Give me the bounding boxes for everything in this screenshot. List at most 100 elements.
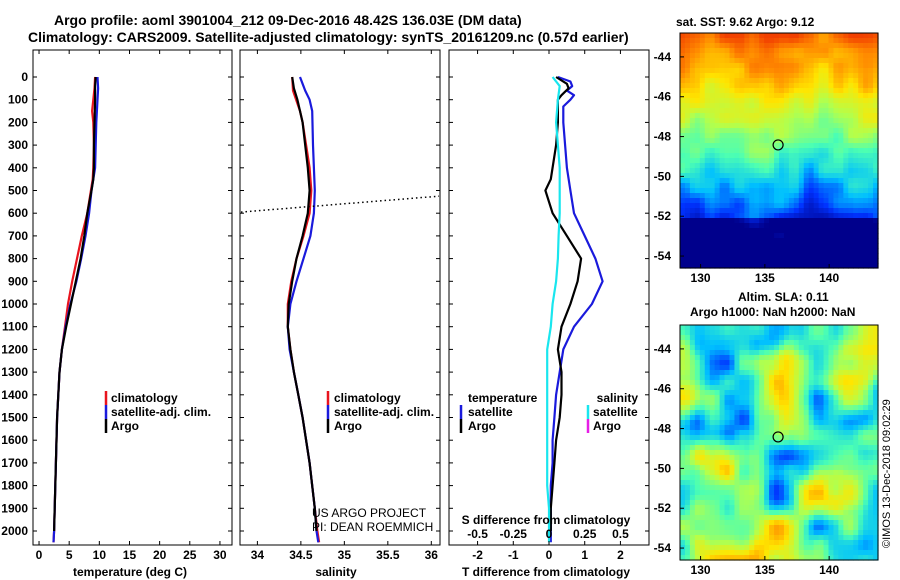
sst-pixel bbox=[734, 218, 740, 224]
sla-pixel bbox=[709, 350, 716, 356]
sla-pixel bbox=[803, 330, 810, 336]
sst-pixel bbox=[818, 63, 825, 69]
sla-pixel bbox=[759, 465, 765, 471]
sst-pixel bbox=[813, 183, 820, 189]
sst-pixel bbox=[739, 78, 745, 84]
sla-pixel bbox=[868, 470, 874, 476]
sst-pixel bbox=[684, 63, 691, 69]
sst-pixel bbox=[699, 208, 706, 214]
sla-pixel bbox=[843, 425, 849, 431]
sst-pixel bbox=[853, 63, 859, 69]
sla-pixel bbox=[808, 525, 815, 531]
sla-pixel bbox=[734, 465, 740, 471]
sla-pixel bbox=[853, 535, 859, 541]
sla-pixel bbox=[754, 545, 760, 551]
sst-pixel bbox=[709, 143, 716, 149]
sst-pixel bbox=[833, 203, 839, 209]
temperature-axis-label: temperature (deg C) bbox=[73, 565, 187, 579]
sst-pixel bbox=[858, 233, 864, 239]
sla-pixel bbox=[729, 525, 736, 531]
sst-pixel bbox=[873, 83, 879, 89]
sla-pixel bbox=[704, 495, 711, 501]
sla-pixel bbox=[863, 505, 869, 511]
sst-pixel bbox=[699, 188, 706, 194]
sla-pixel bbox=[788, 415, 795, 421]
sla-pixel bbox=[734, 470, 740, 476]
sst-pixel bbox=[764, 238, 770, 244]
sst-pixel bbox=[714, 73, 721, 79]
sla-pixel bbox=[828, 485, 835, 491]
sst-pixel bbox=[788, 68, 795, 74]
sst-pixel bbox=[714, 193, 721, 199]
sla-pixel bbox=[823, 505, 830, 511]
sst-pixel bbox=[783, 198, 790, 204]
sla-pixel bbox=[699, 400, 706, 406]
sst-pixel bbox=[774, 143, 780, 149]
sst-pixel bbox=[828, 233, 835, 239]
sst-pixel bbox=[798, 208, 805, 214]
sst-pixel bbox=[744, 83, 750, 89]
sst-pixel bbox=[833, 143, 839, 149]
sla-pixel bbox=[709, 465, 716, 471]
sst-pixel bbox=[714, 118, 721, 124]
sla-pixel bbox=[803, 400, 810, 406]
sla-pixel bbox=[774, 375, 780, 381]
sst-pixel bbox=[764, 33, 770, 39]
sst-pixel bbox=[734, 203, 740, 209]
sla-pixel bbox=[769, 380, 775, 386]
sst-pixel bbox=[739, 133, 745, 139]
sst-pixel bbox=[788, 113, 795, 119]
sla-pixel bbox=[873, 380, 879, 386]
sla-pixel bbox=[808, 405, 815, 411]
sla-pixel bbox=[843, 380, 849, 386]
sla-pixel bbox=[719, 415, 726, 421]
sst-pixel bbox=[739, 243, 745, 249]
sla-pixel bbox=[714, 540, 721, 546]
sst-pixel bbox=[803, 128, 810, 134]
sst-pixel bbox=[813, 258, 820, 264]
sla-pixel bbox=[694, 550, 701, 556]
sst-pixel bbox=[729, 93, 736, 99]
sla-pixel bbox=[694, 425, 701, 431]
sla-pixel bbox=[774, 355, 780, 361]
sst-pixel bbox=[858, 223, 864, 229]
sla-pixel bbox=[793, 350, 800, 356]
sla-pixel bbox=[848, 385, 854, 391]
sst-pixel bbox=[788, 133, 795, 139]
sla-pixel bbox=[764, 530, 770, 536]
sst-pixel bbox=[734, 178, 740, 184]
depth-tick-label: 100 bbox=[8, 93, 28, 107]
sla-pixel bbox=[754, 370, 760, 376]
sla-pixel bbox=[779, 355, 785, 361]
sst-pixel bbox=[793, 193, 800, 199]
sla-pixel bbox=[764, 475, 770, 481]
sla-pixel bbox=[704, 405, 711, 411]
sst-pixel bbox=[798, 58, 805, 64]
s-tick-label: -0.25 bbox=[500, 527, 528, 541]
sst-pixel bbox=[858, 128, 864, 134]
sla-pixel bbox=[704, 380, 711, 386]
sst-pixel bbox=[833, 113, 839, 119]
sla-pixel bbox=[774, 390, 780, 396]
sst-pixel bbox=[714, 173, 721, 179]
sst-pixel bbox=[793, 93, 800, 99]
sst-pixel bbox=[873, 133, 879, 139]
sla-pixel bbox=[680, 355, 686, 361]
sla-pixel bbox=[848, 550, 854, 556]
sla-pixel bbox=[863, 415, 869, 421]
sst-pixel bbox=[764, 38, 770, 44]
depth-tick-label: 800 bbox=[8, 252, 28, 266]
sla-pixel bbox=[719, 410, 726, 416]
sst-pixel bbox=[868, 123, 874, 129]
sst-map-panel: sat. SST: 9.62 Argo: 9.12 -44-46-48-50-5… bbox=[654, 15, 879, 285]
sla-pixel bbox=[828, 400, 835, 406]
sla-pixel bbox=[853, 340, 859, 346]
sla-pixel bbox=[873, 355, 879, 361]
sla-pixel bbox=[680, 435, 686, 441]
sla-pixel bbox=[729, 490, 736, 496]
sst-pixel bbox=[838, 113, 844, 119]
sst-pixel bbox=[724, 53, 731, 59]
sst-pixel bbox=[779, 153, 785, 159]
sst-pixel bbox=[694, 53, 701, 59]
sla-pixel bbox=[813, 455, 820, 461]
